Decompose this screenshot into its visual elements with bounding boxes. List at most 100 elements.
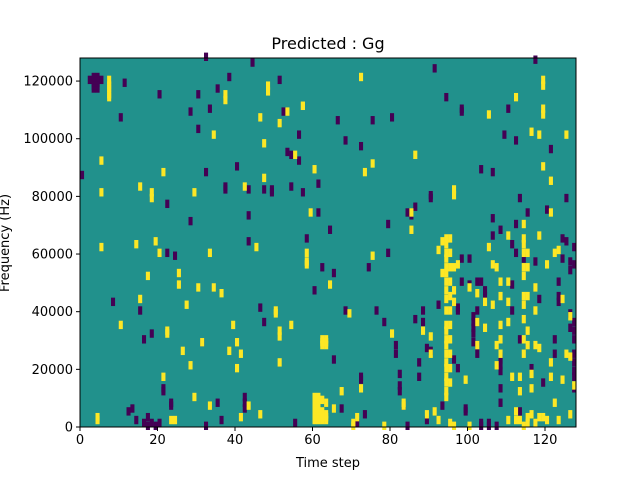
- heatmap-cell-low: [471, 323, 476, 332]
- y-tick-label: 60000: [32, 248, 73, 263]
- heatmap-cell-low: [471, 338, 476, 347]
- heatmap-cell-high: [320, 395, 325, 405]
- heatmap-cell-high: [176, 268, 181, 278]
- heatmap-cell-high: [486, 242, 491, 252]
- heatmap-cell-low: [207, 104, 212, 113]
- heatmap-cell-high: [510, 372, 515, 381]
- heatmap-cell-low: [436, 300, 441, 309]
- heatmap-cell-low: [471, 312, 476, 321]
- heatmap-cell-high: [99, 156, 104, 165]
- heatmap-cell-low: [556, 291, 561, 301]
- heatmap-cell-low: [134, 415, 139, 425]
- heatmap-cell-high: [165, 329, 170, 338]
- heatmap-cell-low: [277, 75, 282, 85]
- heatmap-cell-low: [219, 415, 224, 425]
- heatmap-cell-high: [537, 231, 542, 240]
- heatmap-cell-high: [316, 392, 321, 402]
- heatmap-cell-low: [490, 231, 495, 240]
- heatmap-cell-low: [510, 280, 515, 289]
- heatmap-cell-high: [444, 268, 449, 278]
- heatmap-cell-low: [165, 248, 170, 258]
- plot-area: [79, 52, 577, 430]
- heatmap-cell-high: [494, 340, 499, 350]
- heatmap-cell-low: [165, 199, 170, 209]
- heatmap-cell-high: [545, 260, 550, 269]
- heatmap-cell-high: [246, 401, 251, 410]
- heatmap-cell-high: [498, 335, 503, 344]
- heatmap-cell-low: [316, 179, 321, 188]
- heatmap-cell-high: [521, 240, 526, 249]
- heatmap-cell-high: [149, 188, 154, 197]
- heatmap-cell-high: [483, 323, 488, 332]
- heatmap-cell-low: [246, 185, 251, 194]
- heatmap-cell-high: [304, 257, 309, 266]
- heatmap-cell-high: [506, 317, 511, 327]
- heatmap-cell-high: [428, 349, 433, 358]
- heatmap-cell-high: [444, 326, 449, 335]
- heatmap-cell-low: [572, 366, 577, 376]
- heatmap-cell-low: [475, 277, 480, 286]
- heatmap-cell-high: [541, 81, 546, 90]
- heatmap-cell-high: [413, 150, 418, 160]
- heatmap-cell-low: [204, 421, 209, 430]
- heatmap-cell-low: [417, 372, 422, 381]
- heatmap-cell-high: [149, 193, 154, 203]
- heatmap-cell-low: [153, 421, 158, 430]
- heatmap-cell-high: [219, 289, 224, 298]
- heatmap-cell-high: [448, 320, 453, 330]
- heatmap-cell-low: [413, 314, 418, 324]
- heatmap-cell-high: [533, 418, 538, 428]
- heatmap-cell-high: [320, 335, 325, 344]
- heatmap-cell-low: [525, 208, 530, 217]
- y-tick-label: 40000: [32, 305, 73, 320]
- heatmap-cell-low: [502, 130, 507, 139]
- heatmap-cell-low: [269, 185, 274, 194]
- heatmap-cell-high: [444, 358, 449, 367]
- heatmap-cell-high: [300, 101, 305, 111]
- heatmap-cell-high: [568, 352, 573, 361]
- heatmap-cell-high: [521, 271, 526, 281]
- heatmap-cell-low: [572, 372, 577, 381]
- heatmap-cell-low: [548, 144, 553, 154]
- heatmap-cell-high: [421, 326, 426, 335]
- heatmap-cell-high: [258, 410, 263, 419]
- heatmap-cell-high: [463, 375, 468, 384]
- heatmap-cell-high: [448, 378, 453, 387]
- heatmap-cell-high: [409, 225, 414, 234]
- heatmap-cell-low: [564, 237, 569, 246]
- heatmap-cell-low: [537, 294, 542, 304]
- x-tick-label: 0: [76, 433, 84, 448]
- heatmap-cell-high: [196, 283, 201, 292]
- heatmap-cell-high: [355, 412, 360, 422]
- heatmap-cell-high: [401, 401, 406, 410]
- heatmap-cell-high: [444, 335, 449, 344]
- heatmap-cell-high: [424, 410, 429, 419]
- heatmap-cell-low: [459, 107, 464, 116]
- heatmap-cell-low: [541, 378, 546, 387]
- heatmap-cell-high: [324, 335, 329, 344]
- heatmap-cell-high: [452, 286, 457, 295]
- heatmap-cell-high: [498, 277, 503, 286]
- heatmap-cell-low: [223, 182, 228, 191]
- heatmap-cell-high: [188, 361, 193, 370]
- heatmap-cell-high: [211, 130, 216, 139]
- heatmap-cell-high: [525, 418, 530, 428]
- heatmap-cell-high: [444, 387, 449, 396]
- heatmap-cell-low: [498, 384, 503, 393]
- heatmap-cell-low: [99, 75, 104, 85]
- heatmap-cell-high: [498, 320, 503, 330]
- heatmap-cell-high: [541, 104, 546, 113]
- heatmap-cell-low: [188, 216, 193, 226]
- heatmap-cell-high: [157, 248, 162, 258]
- heatmap-cell-high: [351, 418, 356, 428]
- heatmap-cell-high: [273, 306, 278, 315]
- heatmap-cell-high: [192, 392, 197, 402]
- heatmap-cell-high: [452, 297, 457, 307]
- heatmap-cell-high: [192, 188, 197, 197]
- heatmap-cell-high: [444, 234, 449, 243]
- heatmap-cell-high: [359, 72, 364, 82]
- heatmap-cell-high: [390, 329, 395, 338]
- x-tick-label: 120: [533, 433, 558, 448]
- heatmap-cell-low: [444, 92, 449, 102]
- heatmap-cell-high: [331, 404, 336, 413]
